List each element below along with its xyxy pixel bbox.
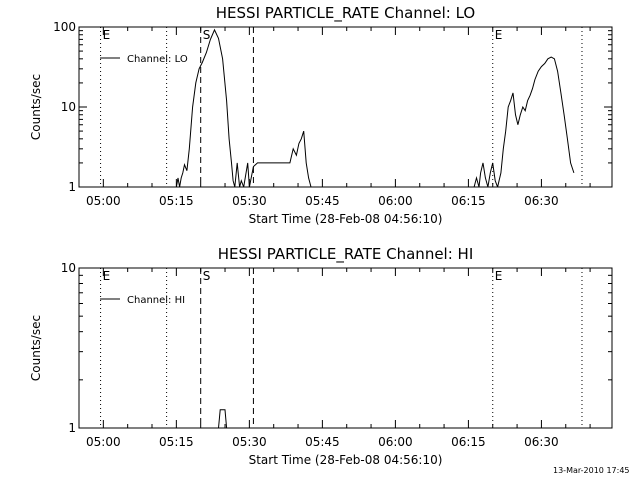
y-axis-label: Counts/sec <box>29 315 43 381</box>
x-tick-label: 05:30 <box>232 194 267 208</box>
y-tick-label: 1 <box>68 421 76 435</box>
x-tick-label: 06:15 <box>451 435 486 449</box>
plot-frame <box>78 26 613 188</box>
y-tick-label: 10 <box>61 100 76 114</box>
x-axis-label: Start Time (28-Feb-08 04:56:10) <box>249 212 443 226</box>
event-marker-label: E <box>103 28 111 42</box>
chart-title: HESSI PARTICLE_RATE Channel: LO <box>216 4 475 23</box>
plot-frame <box>78 267 613 429</box>
event-marker-label: S <box>203 28 211 42</box>
chart-panel-2: HESSI PARTICLE_RATE Channel: HI 05:00 05:1… <box>29 245 613 467</box>
event-marker-label: E <box>495 28 503 42</box>
x-tick-label: 06:00 <box>378 194 413 208</box>
x-tick-label: 06:15 <box>451 194 486 208</box>
x-tick-label: 06:30 <box>524 435 559 449</box>
x-tick-label: 05:45 <box>305 435 340 449</box>
y-axis-label: Counts/sec <box>29 74 43 140</box>
x-tick-label: 06:00 <box>378 435 413 449</box>
x-tick-label: 05:00 <box>86 435 121 449</box>
event-marker-label: E <box>103 269 111 283</box>
x-tick-label: 05:15 <box>159 194 194 208</box>
event-marker-label: E <box>495 269 503 283</box>
legend-label: Channel: HI <box>127 295 185 306</box>
x-axis-label: Start Time (28-Feb-08 04:56:10) <box>249 453 443 467</box>
y-tick-label: 10 <box>61 261 76 275</box>
x-tick-label: 05:30 <box>232 435 267 449</box>
x-tick-label: 05:45 <box>305 194 340 208</box>
x-tick-label: 05:15 <box>159 435 194 449</box>
event-marker-label: S <box>203 269 211 283</box>
timestamp-stamp: 13-Mar-2010 17:45 <box>553 466 630 475</box>
y-tick-label: 100 <box>53 20 76 34</box>
x-tick-label: 06:30 <box>524 194 559 208</box>
series-line <box>215 409 229 428</box>
chart-title: HESSI PARTICLE_RATE Channel: HI <box>218 245 474 264</box>
legend-label: Channel: LO <box>127 54 188 65</box>
y-tick-label: 1 <box>68 180 76 194</box>
series-line <box>175 28 575 187</box>
x-tick-label: 05:00 <box>86 194 121 208</box>
chart-panel-1: HESSI PARTICLE_RATE Channel: LO 05:00 05:1… <box>29 4 613 226</box>
